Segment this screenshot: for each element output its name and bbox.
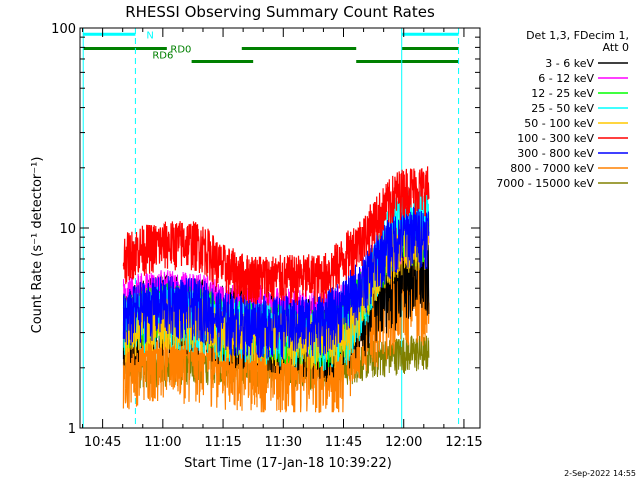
flag-label-n: N [146, 30, 153, 41]
y-axis-label: Count Rate (s⁻¹ detector⁻¹) [30, 157, 45, 334]
legend-label: 300 - 800 keV [517, 147, 594, 160]
legend-label: 12 - 25 keV [531, 87, 594, 100]
x-tick-label: 11:15 [204, 435, 241, 450]
legend-label: 50 - 100 keV [524, 117, 594, 130]
legend-label: 25 - 50 keV [531, 102, 594, 115]
x-tick-label: 12:00 [385, 435, 422, 450]
legend-title-line-1: Det 1,3, FDecim 1, [526, 29, 629, 42]
x-axis-label: Start Time (17-Jan-18 10:39:22) [184, 456, 392, 471]
chart-title: RHESSI Observing Summary Count Rates [125, 3, 435, 21]
y-tick-label: 10 [59, 222, 76, 237]
legend-entries: 3 - 6 keV 6 - 12 keV 12 - 25 keV 25 - 50 ke… [496, 57, 628, 190]
axes: 10:45 11:00 11:15 11:30 11:45 12:00 12:15 1 10 10… [51, 22, 483, 450]
legend-title-line-2: Att 0 [603, 41, 629, 54]
x-tick-label: 11:00 [144, 435, 181, 450]
x-tick-label: 11:45 [325, 435, 362, 450]
x-tick-label: 10:45 [84, 435, 121, 450]
footer-timestamp: 2-Sep-2022 14:55 [564, 469, 636, 478]
legend-label: 7000 - 15000 keV [496, 177, 594, 190]
y-tick-label: 100 [51, 22, 76, 37]
series-trace-5 [122, 166, 430, 306]
legend: Det 1,3, FDecim 1, Att 0 3 - 6 keV 6 - 12… [496, 29, 629, 190]
series-traces [122, 166, 430, 413]
flag-label-rd0: RD0 [170, 44, 191, 55]
legend-label: 100 - 300 keV [517, 132, 594, 145]
y-tick-label: 1 [68, 422, 76, 437]
x-tick-label: 12:15 [445, 435, 482, 450]
flag-label-rd6: RD6 [152, 50, 173, 61]
legend-label: 6 - 12 keV [538, 72, 594, 85]
legend-label: 800 - 7000 keV [510, 162, 594, 175]
x-tick-label: 11:30 [265, 435, 302, 450]
legend-label: 3 - 6 keV [545, 57, 594, 70]
